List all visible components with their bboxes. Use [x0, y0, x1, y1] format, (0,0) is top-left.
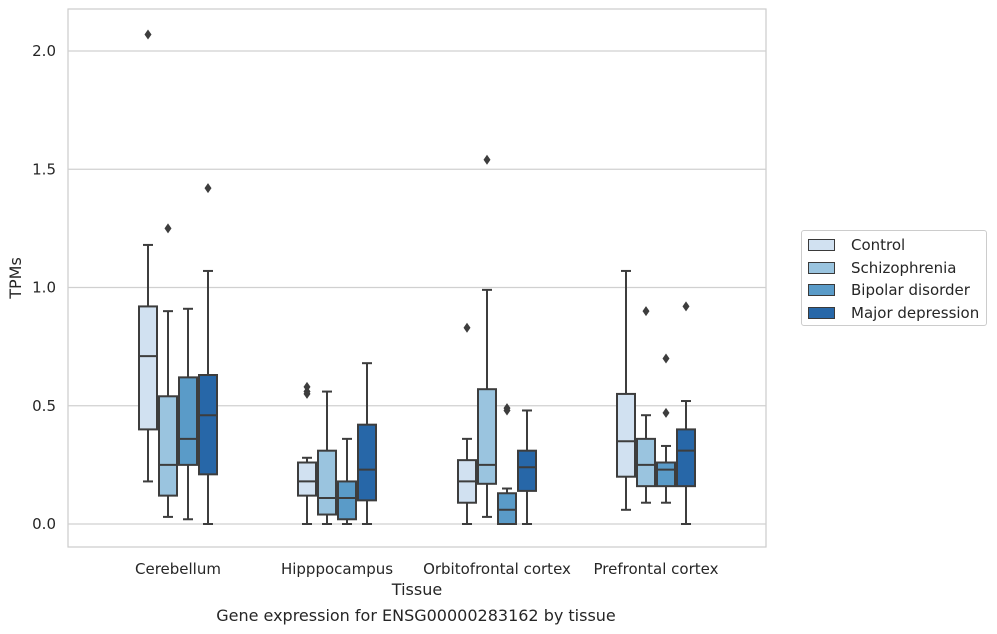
box-2-0	[457, 322, 477, 525]
x-axis-label: Tissue	[391, 580, 442, 599]
box-0-1	[158, 223, 178, 518]
x-tick-label: Hipppocampus	[281, 560, 393, 578]
box-3-0	[616, 269, 636, 511]
legend-label: Control	[851, 236, 906, 254]
box-iqr	[337, 480, 357, 521]
y-tick-label: 1.0	[32, 279, 56, 297]
y-axis-ticks: 0.0 0.5 1.0 1.5 2.0	[32, 42, 56, 533]
y-tick-label: 0.5	[32, 397, 56, 415]
y-tick-label: 1.5	[32, 160, 56, 178]
box-iqr	[158, 395, 178, 497]
outlier-point	[303, 381, 311, 392]
box-3-1	[636, 306, 656, 504]
legend-label: Major depression	[851, 303, 980, 322]
box-2-3	[517, 409, 537, 525]
outlier-point	[463, 322, 471, 333]
box-iqr	[357, 423, 377, 502]
legend-swatch	[808, 284, 835, 296]
legend-swatch	[808, 306, 835, 319]
box-iqr	[138, 305, 158, 431]
box-1-3	[357, 362, 377, 525]
box-3-2	[656, 353, 676, 504]
box-iqr	[656, 461, 676, 488]
box-iqr	[317, 449, 337, 516]
box-1-1	[317, 390, 337, 525]
legend-label: Schizophrenia	[851, 258, 957, 277]
y-tick-label: 0.0	[32, 515, 56, 533]
box-iqr	[616, 392, 636, 478]
box-0-2	[178, 307, 198, 521]
outlier-point	[682, 301, 690, 312]
outlier-point	[144, 29, 152, 40]
outlier-point	[204, 183, 212, 194]
outlier-point	[662, 407, 670, 418]
box-0-0	[138, 29, 158, 483]
box-plots	[138, 29, 696, 526]
legend-item: Bipolar disorder	[808, 281, 970, 299]
box-2-1	[477, 154, 497, 518]
box-iqr	[676, 428, 696, 488]
legend-swatch	[808, 239, 835, 251]
legend-label: Bipolar disorder	[851, 281, 970, 299]
box-iqr	[477, 388, 497, 485]
box-1-2	[337, 437, 357, 525]
outlier-point	[164, 223, 172, 234]
box-iqr	[198, 374, 218, 476]
legend-item: Schizophrenia	[808, 259, 956, 277]
outlier-point	[503, 403, 511, 414]
box-iqr	[178, 376, 198, 466]
box-iqr	[297, 461, 317, 497]
box-3-3	[676, 301, 696, 525]
x-tick-label: Prefrontal cortex	[594, 560, 719, 578]
y-tick-label: 2.0	[32, 42, 56, 60]
box-2-2	[497, 403, 517, 526]
box-iqr	[517, 449, 537, 492]
box-1-0	[297, 381, 317, 525]
box-iqr	[636, 437, 656, 488]
outlier-point	[662, 353, 670, 364]
y-axis-label: TPMs	[6, 257, 25, 300]
x-axis-ticks: Cerebellum Hipppocampus Orbitofrontal cort…	[135, 560, 719, 578]
box-iqr	[497, 492, 517, 526]
legend-item: Control	[808, 236, 905, 254]
outlier-point	[642, 306, 650, 317]
legend-swatch	[808, 261, 835, 274]
x-tick-label: Cerebellum	[135, 560, 221, 578]
x-tick-label: Orbitofrontal cortex	[423, 560, 571, 578]
box-0-3	[198, 183, 218, 525]
figure-caption: Gene expression for ENSG00000283162 by t…	[216, 606, 616, 625]
outlier-point	[483, 154, 491, 165]
legend: Control Schizophrenia Bipolar disorder Majo…	[801, 230, 987, 326]
legend-item: Major depression	[808, 304, 979, 322]
